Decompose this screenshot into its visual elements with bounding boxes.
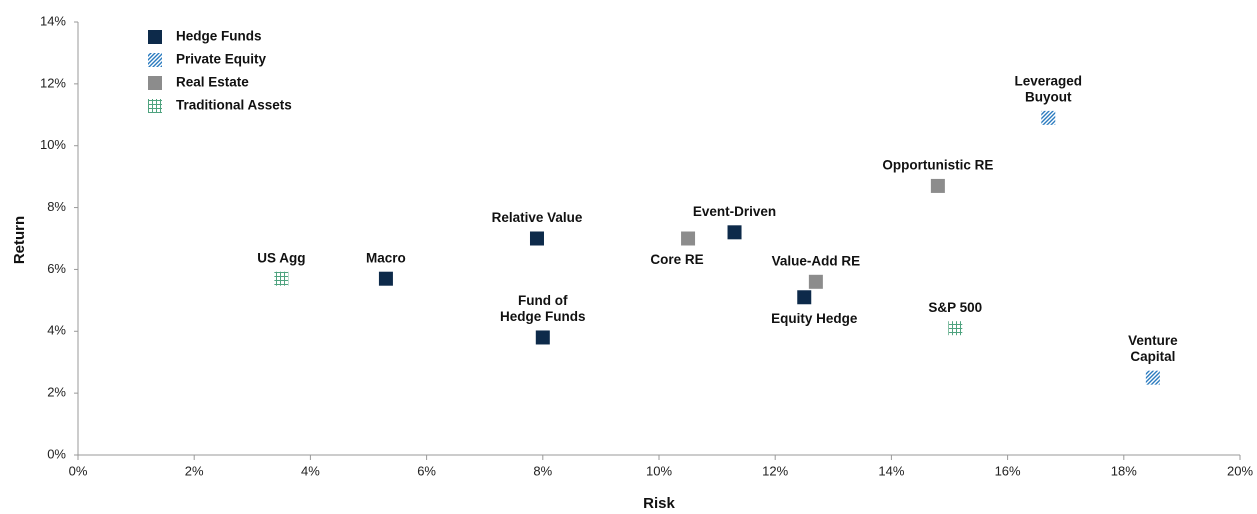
legend-swatch <box>148 99 162 113</box>
point-label: Core RE <box>650 252 703 267</box>
point-label: Hedge Funds <box>500 309 586 324</box>
scatter-point <box>727 225 742 240</box>
x-tick-label: 0% <box>69 463 88 478</box>
x-tick-label: 10% <box>646 463 672 478</box>
scatter-point <box>1145 370 1160 385</box>
legend-swatch <box>148 30 162 44</box>
scatter-point <box>535 330 550 345</box>
y-tick-label: 8% <box>47 199 66 214</box>
y-tick-label: 14% <box>40 13 66 28</box>
point-label: US Agg <box>257 250 305 265</box>
x-tick-label: 20% <box>1227 463 1253 478</box>
legend-label: Traditional Assets <box>176 98 292 113</box>
y-tick-label: 6% <box>47 261 66 276</box>
legend-label: Real Estate <box>176 75 249 90</box>
point-label: Opportunistic RE <box>882 157 993 172</box>
x-tick-label: 6% <box>417 463 436 478</box>
x-tick-label: 8% <box>533 463 552 478</box>
point-label: Relative Value <box>492 210 583 225</box>
point-label: Leveraged <box>1014 73 1082 88</box>
x-tick-label: 4% <box>301 463 320 478</box>
y-tick-label: 10% <box>40 137 66 152</box>
scatter-point <box>529 231 544 246</box>
point-label: Equity Hedge <box>771 311 858 326</box>
legend-label: Hedge Funds <box>176 29 262 44</box>
y-tick-label: 4% <box>47 323 66 338</box>
point-label: S&P 500 <box>928 300 982 315</box>
legend-swatch <box>148 53 162 67</box>
x-axis-title: Risk <box>643 495 675 512</box>
scatter-point <box>930 178 945 193</box>
scatter-point <box>808 274 823 289</box>
point-label: Buyout <box>1025 89 1072 104</box>
point-label: Fund of <box>518 293 568 308</box>
scatter-point <box>681 231 696 246</box>
point-label: Macro <box>366 250 406 265</box>
legend-swatch <box>148 76 162 90</box>
scatter-point <box>1041 110 1056 125</box>
x-tick-label: 18% <box>1111 463 1137 478</box>
y-tick-label: 12% <box>40 75 66 90</box>
y-axis-title: Return <box>11 216 28 264</box>
scatter-point <box>948 321 963 336</box>
point-label: Value-Add RE <box>772 253 861 268</box>
x-tick-label: 2% <box>185 463 204 478</box>
scatter-point <box>797 290 812 305</box>
x-tick-label: 14% <box>878 463 904 478</box>
scatter-point <box>274 271 289 286</box>
point-label: Capital <box>1130 349 1175 364</box>
point-label: Venture <box>1128 333 1178 348</box>
y-tick-label: 0% <box>47 446 66 461</box>
legend-label: Private Equity <box>176 52 267 67</box>
x-tick-label: 12% <box>762 463 788 478</box>
y-tick-label: 2% <box>47 385 66 400</box>
x-tick-label: 16% <box>995 463 1021 478</box>
scatter-point <box>378 271 393 286</box>
point-label: Event-Driven <box>693 204 776 219</box>
